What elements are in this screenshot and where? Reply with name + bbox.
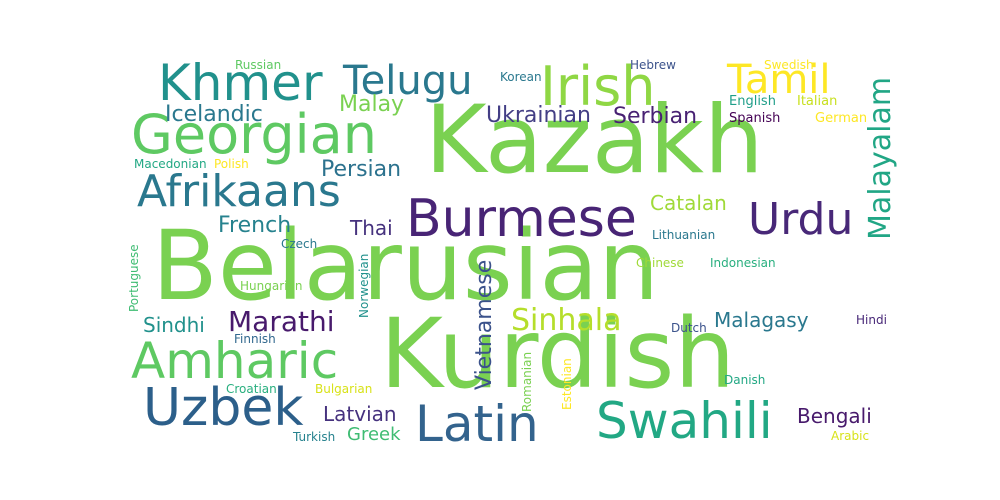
- word-burmese: Burmese: [406, 189, 637, 249]
- word-vietnamese: Vietnamese: [472, 259, 497, 390]
- word-czech: Czech: [281, 237, 318, 251]
- word-afrikaans: Afrikaans: [137, 166, 341, 217]
- word-sinhala: Sinhala: [511, 303, 622, 338]
- word-marathi: Marathi: [228, 305, 335, 338]
- word-icelandic: Icelandic: [165, 102, 263, 127]
- word-german: German: [815, 111, 868, 126]
- word-khmer: Khmer: [158, 54, 323, 112]
- word-korean: Korean: [500, 70, 542, 84]
- word-dutch: Dutch: [671, 321, 707, 335]
- word-serbian: Serbian: [613, 104, 698, 129]
- word-kurdish: Kurdish: [380, 298, 736, 410]
- word-romanian: Romanian: [520, 351, 534, 412]
- word-irish: Irish: [540, 55, 656, 118]
- word-swedish: Swedish: [764, 58, 814, 72]
- word-greek: Greek: [347, 424, 401, 445]
- word-indonesian: Indonesian: [710, 256, 776, 270]
- word-urdu: Urdu: [748, 194, 854, 245]
- word-ukrainian: Ukrainian: [486, 103, 591, 128]
- word-italian: Italian: [797, 94, 838, 109]
- word-spanish: Spanish: [729, 111, 781, 126]
- word-persian: Persian: [321, 157, 402, 182]
- word-swahili: Swahili: [596, 392, 773, 450]
- word-portuguese: Portuguese: [127, 244, 141, 312]
- word-kazakh: Kazakh: [425, 86, 764, 195]
- word-bulgarian: Bulgarian: [315, 382, 373, 396]
- word-polish: Polish: [214, 157, 249, 171]
- word-bengali: Bengali: [797, 404, 872, 428]
- word-danish: Danish: [724, 373, 766, 387]
- word-lithuanian: Lithuanian: [652, 228, 716, 242]
- word-uzbek: Uzbek: [143, 378, 304, 438]
- word-french: French: [218, 213, 292, 238]
- word-catalan: Catalan: [650, 191, 727, 215]
- word-english: English: [729, 94, 776, 109]
- word-arabic: Arabic: [831, 429, 870, 443]
- word-malayalam: Malayalam: [863, 76, 898, 240]
- word-croatian: Croatian: [226, 382, 277, 396]
- word-latvian: Latvian: [323, 402, 397, 426]
- word-telugu: Telugu: [343, 58, 473, 104]
- word-belarusian: Belarusian: [152, 210, 660, 322]
- word-norwegian: Norwegian: [357, 253, 371, 318]
- word-thai: Thai: [350, 216, 393, 240]
- word-macedonian: Macedonian: [134, 157, 207, 171]
- word-amharic: Amharic: [131, 332, 339, 390]
- word-hebrew: Hebrew: [630, 58, 676, 72]
- word-estonian: Estonian: [560, 358, 574, 410]
- word-sindhi: Sindhi: [143, 313, 205, 337]
- word-malay: Malay: [339, 92, 405, 117]
- word-hindi: Hindi: [856, 313, 887, 327]
- word-finnish: Finnish: [234, 332, 276, 346]
- word-latin: Latin: [415, 395, 539, 453]
- word-chinese: Chinese: [636, 256, 684, 270]
- word-turkish: Turkish: [293, 430, 336, 444]
- word-hungarian: Hungarian: [240, 279, 303, 293]
- word-malagasy: Malagasy: [714, 308, 809, 332]
- word-russian: Russian: [235, 58, 282, 72]
- word-tamil: Tamil: [727, 57, 831, 103]
- word-georgian: Georgian: [131, 103, 377, 166]
